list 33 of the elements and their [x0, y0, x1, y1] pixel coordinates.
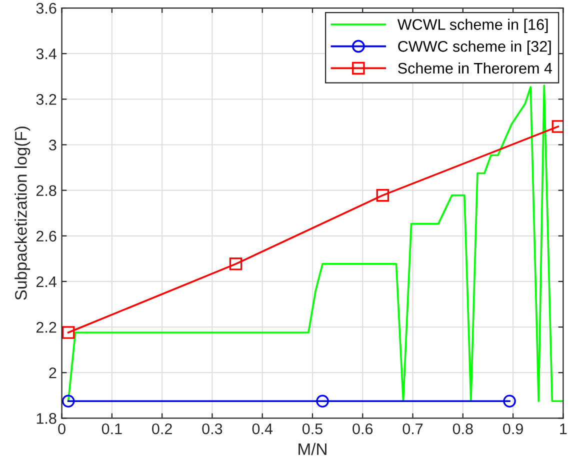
y-tick-label: 2.4 — [36, 276, 56, 288]
point — [316, 394, 329, 408]
y-tick-label: 2 — [49, 367, 56, 378]
point — [552, 120, 564, 133]
x-tick-label: 0.2 — [152, 423, 172, 434]
legend-label: CWWC scheme in [32] — [398, 40, 551, 55]
y-tick-label: 3.6 — [36, 2, 56, 14]
legend-label: Scheme in Therorem 4 — [398, 62, 552, 74]
y-tick-label: 2.6 — [36, 230, 56, 242]
legend-label: WCWL scheme in [16] — [397, 18, 548, 33]
point — [376, 188, 390, 202]
x-tick-label: 0.4 — [252, 423, 273, 434]
x-tick-label: 0.7 — [402, 423, 423, 434]
x-tick-label: 0.1 — [102, 423, 122, 434]
point — [503, 394, 516, 408]
y-tick-label: 1.8 — [36, 413, 56, 424]
point — [229, 258, 242, 270]
point — [62, 326, 75, 339]
x-tick-label: 0 — [58, 423, 66, 434]
y-tick-label: 3.4 — [36, 48, 56, 60]
point — [62, 394, 75, 408]
y-tick-label: 2.8 — [36, 185, 56, 196]
x-axis-title: M/N — [298, 442, 326, 456]
x-tick-label: 0.8 — [452, 423, 473, 434]
x-tick-label: 0.3 — [202, 423, 222, 434]
y-tick-label: 3 — [49, 140, 56, 150]
x-tick-label: 0.5 — [302, 423, 322, 434]
y-tick-label: 3.2 — [36, 94, 56, 105]
x-tick-label: 0.9 — [503, 423, 523, 434]
x-tick-label: 1 — [560, 424, 567, 434]
y-axis-title: Subpacketization log(F) — [14, 126, 30, 300]
y-tick-label: 2.2 — [36, 322, 56, 333]
x-tick-label: 0.6 — [352, 423, 373, 434]
